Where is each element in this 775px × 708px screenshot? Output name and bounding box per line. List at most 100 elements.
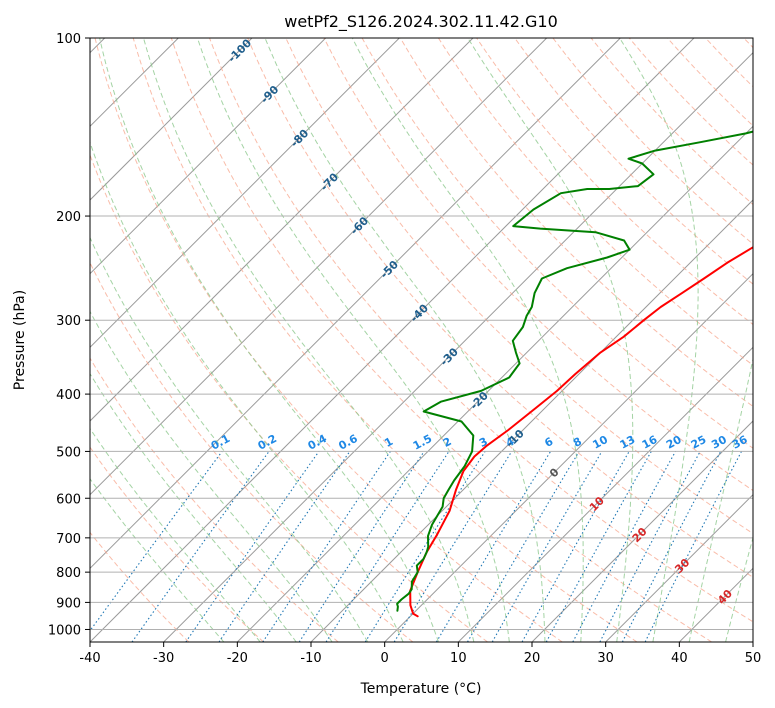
x-tick-label: 30 — [597, 651, 614, 666]
y-tick-label: 700 — [56, 532, 81, 547]
dry-adiabat-line — [170, 38, 712, 642]
x-tick-label: 50 — [745, 651, 762, 666]
mixing-ratio-line — [572, 451, 676, 642]
dewpoint-profile-line — [396, 130, 753, 612]
y-tick-label: 100 — [56, 32, 81, 47]
isotherm-line — [531, 420, 753, 642]
dry-adiabat-line — [90, 153, 488, 642]
isotherm-line — [384, 272, 753, 642]
x-tick-label: -10 — [300, 651, 321, 666]
moist-adiabat-line — [688, 356, 753, 642]
mixing-ratio-label: 10 — [590, 433, 610, 452]
mixing-ratio-line — [218, 451, 351, 642]
x-axis-label: Temperature (°C) — [360, 681, 482, 697]
moist-adiabat-line — [143, 38, 475, 642]
isotherm-line — [90, 38, 327, 275]
dry-adiabat-line — [323, 38, 753, 492]
y-tick-label: 400 — [56, 388, 81, 403]
mixing-ratio-line — [521, 451, 630, 642]
x-tick-label: 10 — [450, 651, 467, 666]
mixing-ratio-line — [599, 451, 701, 642]
isotherm-label: -80 — [288, 126, 311, 149]
y-tick-label: 200 — [56, 210, 81, 225]
dry-adiabat-line — [437, 38, 753, 366]
dry-adiabat-line — [552, 38, 753, 245]
isotherm-line — [605, 493, 753, 642]
moist-adiabat-line — [351, 38, 584, 642]
dry-adiabat-line — [90, 261, 414, 642]
mixing-ratio-label: 3 — [477, 435, 490, 450]
dry-adiabat-line — [399, 38, 753, 407]
dry-adiabat-line — [209, 38, 753, 623]
mixing-ratio-label: 36 — [730, 433, 750, 452]
isotherm-line — [457, 346, 753, 642]
y-tick-label: 1000 — [48, 623, 81, 638]
y-tick-label: 800 — [56, 566, 81, 581]
dry-adiabat-line — [247, 38, 753, 578]
mixing-ratio-label: 13 — [618, 433, 638, 452]
isotherm-line — [163, 51, 753, 642]
y-tick-label: 500 — [56, 445, 81, 460]
mixing-ratio-line — [131, 451, 270, 642]
x-axis-ticks: -40 -30 -20 -10 0 10 20 30 40 50 — [79, 642, 761, 666]
mixing-ratio-line — [262, 451, 391, 642]
mixing-ratio-label: 6 — [543, 435, 556, 450]
mixing-ratio-label: 8 — [571, 435, 584, 450]
mixing-ratio-label: 16 — [640, 433, 660, 452]
x-tick-label: -20 — [227, 651, 248, 666]
isotherm-line — [752, 641, 753, 642]
series-layer — [396, 130, 753, 618]
isotherm-label: -100 — [225, 36, 254, 65]
moist-adiabat-line — [90, 236, 369, 642]
pressure-gridlines — [90, 38, 753, 630]
isotherm-line — [678, 567, 753, 642]
moist-adiabat-line — [90, 140, 404, 642]
moist-adiabat-line — [90, 372, 297, 642]
y-axis-ticks: 100 200 300 400 500 600 700 800 900 1000 — [48, 32, 90, 638]
dry-adiabat-line — [743, 38, 753, 49]
dry-adiabat-line — [361, 38, 753, 449]
isotherm-label: -90 — [258, 83, 281, 106]
chart-title: wetPf2_S126.2024.302.11.42.G10 — [284, 12, 558, 32]
x-tick-label: 20 — [524, 651, 541, 666]
background-reference-lines — [90, 38, 753, 642]
dry-adiabat-line — [667, 38, 753, 127]
isotherm-line — [90, 38, 253, 201]
dry-adiabat-line — [90, 357, 339, 642]
moist-adiabat-line — [264, 38, 546, 642]
mixing-ratio-line — [644, 451, 742, 642]
moist-adiabat-line — [725, 535, 753, 642]
x-tick-label: -40 — [79, 651, 100, 666]
isotherm-line — [90, 38, 695, 642]
mixing-ratio-label: 1 — [382, 435, 395, 450]
dry-adiabat-line — [90, 446, 264, 642]
mixing-ratio-label: 25 — [689, 433, 709, 452]
moist-adiabat-line — [90, 427, 261, 642]
isotherm-line — [90, 38, 548, 496]
mixing-ratio-line — [393, 451, 513, 642]
mixing-ratio-line — [185, 451, 320, 642]
dry-adiabat-line — [476, 38, 753, 326]
y-tick-label: 300 — [56, 314, 81, 329]
mixing-ratio-label: 30 — [709, 433, 729, 452]
dry-adiabat-line — [285, 38, 753, 535]
dry-adiabat-line — [590, 38, 753, 206]
mixing-ratio-label: 2 — [441, 435, 454, 450]
mixing-ratio-label: 0.4 — [306, 432, 330, 453]
x-tick-label: 40 — [671, 651, 688, 666]
mixing-ratio-line — [545, 451, 652, 642]
mixing-ratio-line — [325, 451, 450, 642]
isotherm-line — [90, 38, 400, 349]
mixing-ratio-line — [621, 451, 722, 642]
temperature-profile-line — [409, 246, 753, 618]
moist-adiabat-line — [90, 310, 333, 642]
dry-adiabat-line — [90, 531, 190, 642]
moist-adiabat-line — [196, 38, 510, 642]
moist-adiabat-line — [90, 477, 225, 642]
isotherm-line — [90, 38, 474, 422]
x-tick-label: -30 — [153, 651, 174, 666]
dry-adiabat-line — [132, 38, 638, 642]
mixing-ratio-line — [90, 451, 223, 632]
dry-adiabat-line — [705, 38, 753, 88]
